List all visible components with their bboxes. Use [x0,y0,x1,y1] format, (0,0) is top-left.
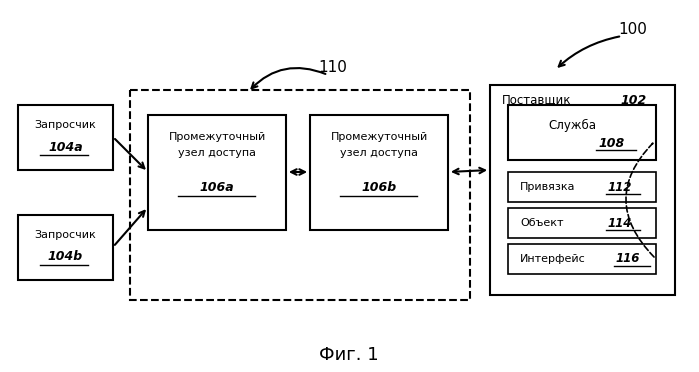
Text: 100: 100 [618,22,647,37]
Bar [508,208,656,238]
Bar [18,215,113,280]
Text: Запросчик: Запросчик [35,230,96,240]
Text: узел доступа: узел доступа [340,148,418,158]
Text: 102: 102 [620,93,647,106]
Text: 108: 108 [599,137,625,150]
Bar [130,90,470,300]
Text: Фиг. 1: Фиг. 1 [319,346,379,364]
Text: Служба: Служба [548,118,596,132]
Text: узел доступа: узел доступа [178,148,256,158]
Text: Запросчик: Запросчик [35,120,96,130]
Text: 106b: 106b [361,180,396,193]
Text: Промежуточный: Промежуточный [168,132,266,142]
Text: 114: 114 [608,217,633,230]
Bar [490,85,675,295]
Text: 112: 112 [608,180,633,193]
Text: 116: 116 [616,253,640,266]
Text: 104b: 104b [48,250,83,263]
Text: Интерфейс: Интерфейс [520,254,586,264]
FancyArrowPatch shape [626,143,654,257]
Bar [508,172,656,202]
Bar [18,105,113,170]
Text: Поставщик: Поставщик [502,93,572,106]
Text: Привязка: Привязка [520,182,575,192]
Text: 104а: 104а [48,141,82,154]
Bar [508,244,656,274]
Bar [310,115,448,230]
Text: 106а: 106а [200,180,234,193]
Bar [508,105,656,160]
Text: Промежуточный: Промежуточный [331,132,428,142]
Text: Объект: Объект [520,218,563,228]
Bar [148,115,286,230]
Text: 110: 110 [318,60,347,75]
